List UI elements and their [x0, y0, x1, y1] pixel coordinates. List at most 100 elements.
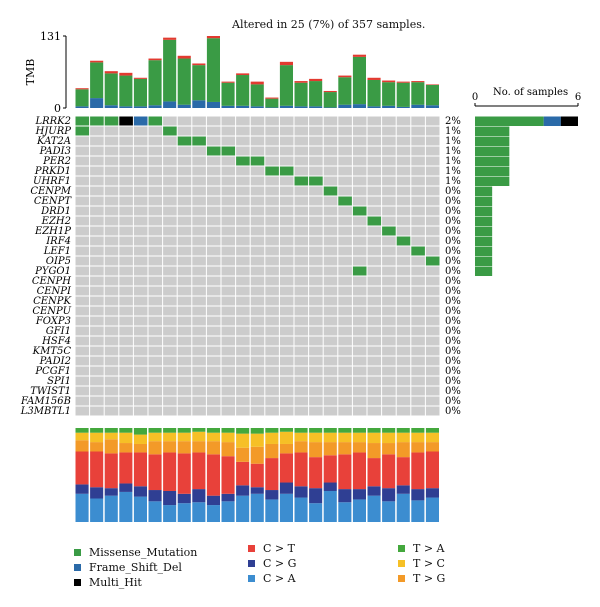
grid-cell	[133, 186, 148, 196]
grid-cell	[425, 406, 440, 416]
grid-cell	[163, 136, 177, 146]
tmb-bar-other	[382, 80, 396, 83]
grid-cell	[192, 166, 206, 176]
titv-segment	[236, 461, 250, 486]
grid-cell	[133, 146, 148, 156]
grid-cell	[338, 126, 352, 136]
grid-cell	[323, 226, 338, 236]
grid-cell	[192, 346, 206, 356]
side-bar-missense	[475, 246, 493, 256]
gene-percent-label: 0%	[445, 216, 461, 227]
grid-cell	[250, 376, 265, 386]
titv-segment	[206, 432, 220, 442]
grid-cell	[309, 386, 323, 396]
grid-cell-mutated	[352, 266, 367, 276]
tmb-bar-frameshift	[90, 98, 104, 108]
gene-percent-label: 0%	[445, 386, 461, 397]
grid-cell	[309, 316, 323, 326]
titv-segment	[177, 493, 191, 504]
gene-percent-label: 0%	[445, 336, 461, 347]
grid-cell	[425, 226, 440, 236]
gene-label: CENPT	[34, 196, 72, 207]
grid-cell	[294, 406, 309, 416]
grid-cell	[279, 156, 294, 166]
grid-cell	[265, 366, 279, 376]
grid-cell	[90, 186, 104, 196]
grid-cell	[396, 296, 411, 306]
chart-title: Altered in 25 (7%) of 357 samples.	[232, 18, 426, 31]
legend-swatch-c-t	[248, 544, 255, 552]
grid-cell	[323, 356, 338, 366]
grid-cell	[177, 326, 192, 336]
grid-cell	[279, 376, 294, 386]
titv-segment	[367, 443, 381, 459]
grid-cell	[323, 166, 338, 176]
grid-cell	[90, 146, 104, 156]
grid-cell	[206, 286, 221, 296]
titv-segment	[104, 428, 118, 433]
grid-cell	[352, 216, 367, 226]
titv-segment	[411, 428, 425, 433]
tmb-bar-missense	[294, 82, 308, 107]
grid-cell	[177, 116, 192, 126]
titv-segment	[192, 502, 206, 522]
grid-cell	[163, 296, 177, 306]
grid-cell	[119, 236, 133, 246]
grid-cell	[279, 196, 294, 206]
grid-cell	[309, 266, 323, 276]
grid-cell	[163, 266, 177, 276]
grid-cell	[250, 196, 265, 206]
grid-cell	[119, 196, 133, 206]
grid-cell	[163, 356, 177, 366]
grid-cell	[367, 306, 382, 316]
titv-segment	[90, 487, 104, 499]
grid-cell	[411, 156, 425, 166]
grid-cell	[425, 276, 440, 286]
grid-cell	[396, 156, 411, 166]
legend-label-t-a: T > A	[413, 541, 445, 555]
gene-percent-label: 0%	[445, 356, 461, 367]
grid-cell	[221, 266, 236, 276]
titv-segment	[323, 428, 337, 433]
grid-cell	[323, 286, 338, 296]
grid-cell	[250, 286, 265, 296]
grid-cell	[265, 176, 279, 186]
grid-cell	[104, 196, 119, 206]
titv-segment	[163, 428, 177, 433]
grid-cell	[90, 276, 104, 286]
grid-cell	[75, 386, 90, 396]
tmb-bar-frameshift	[75, 106, 89, 108]
grid-cell	[133, 366, 148, 376]
grid-cell	[148, 166, 163, 176]
grid-cell	[396, 386, 411, 396]
grid-cell	[75, 406, 90, 416]
grid-cell	[104, 156, 119, 166]
grid-cell	[148, 226, 163, 236]
grid-cell	[425, 336, 440, 346]
grid-cell	[367, 146, 382, 156]
grid-cell	[148, 366, 163, 376]
grid-cell	[119, 326, 133, 336]
grid-cell	[206, 366, 221, 376]
titv-segment	[367, 458, 381, 487]
grid-cell	[382, 116, 396, 126]
grid-cell	[236, 276, 250, 286]
titv-segment	[236, 433, 250, 448]
grid-cell	[192, 246, 206, 256]
tmb-bar-frameshift	[352, 104, 366, 108]
gene-label: PADI3	[39, 146, 71, 157]
grid-cell	[75, 356, 90, 366]
grid-cell	[396, 306, 411, 316]
grid-cell	[90, 376, 104, 386]
grid-cell	[294, 226, 309, 236]
grid-cell	[309, 186, 323, 196]
tmb-bar-frameshift	[192, 100, 206, 108]
grid-cell	[236, 406, 250, 416]
grid-cell	[221, 376, 236, 386]
grid-cell	[192, 356, 206, 366]
titv-segment	[75, 428, 89, 433]
grid-cell	[177, 266, 192, 276]
grid-cell	[352, 196, 367, 206]
grid-cell	[425, 366, 440, 376]
tmb-tick-label-top: 131	[40, 30, 61, 43]
